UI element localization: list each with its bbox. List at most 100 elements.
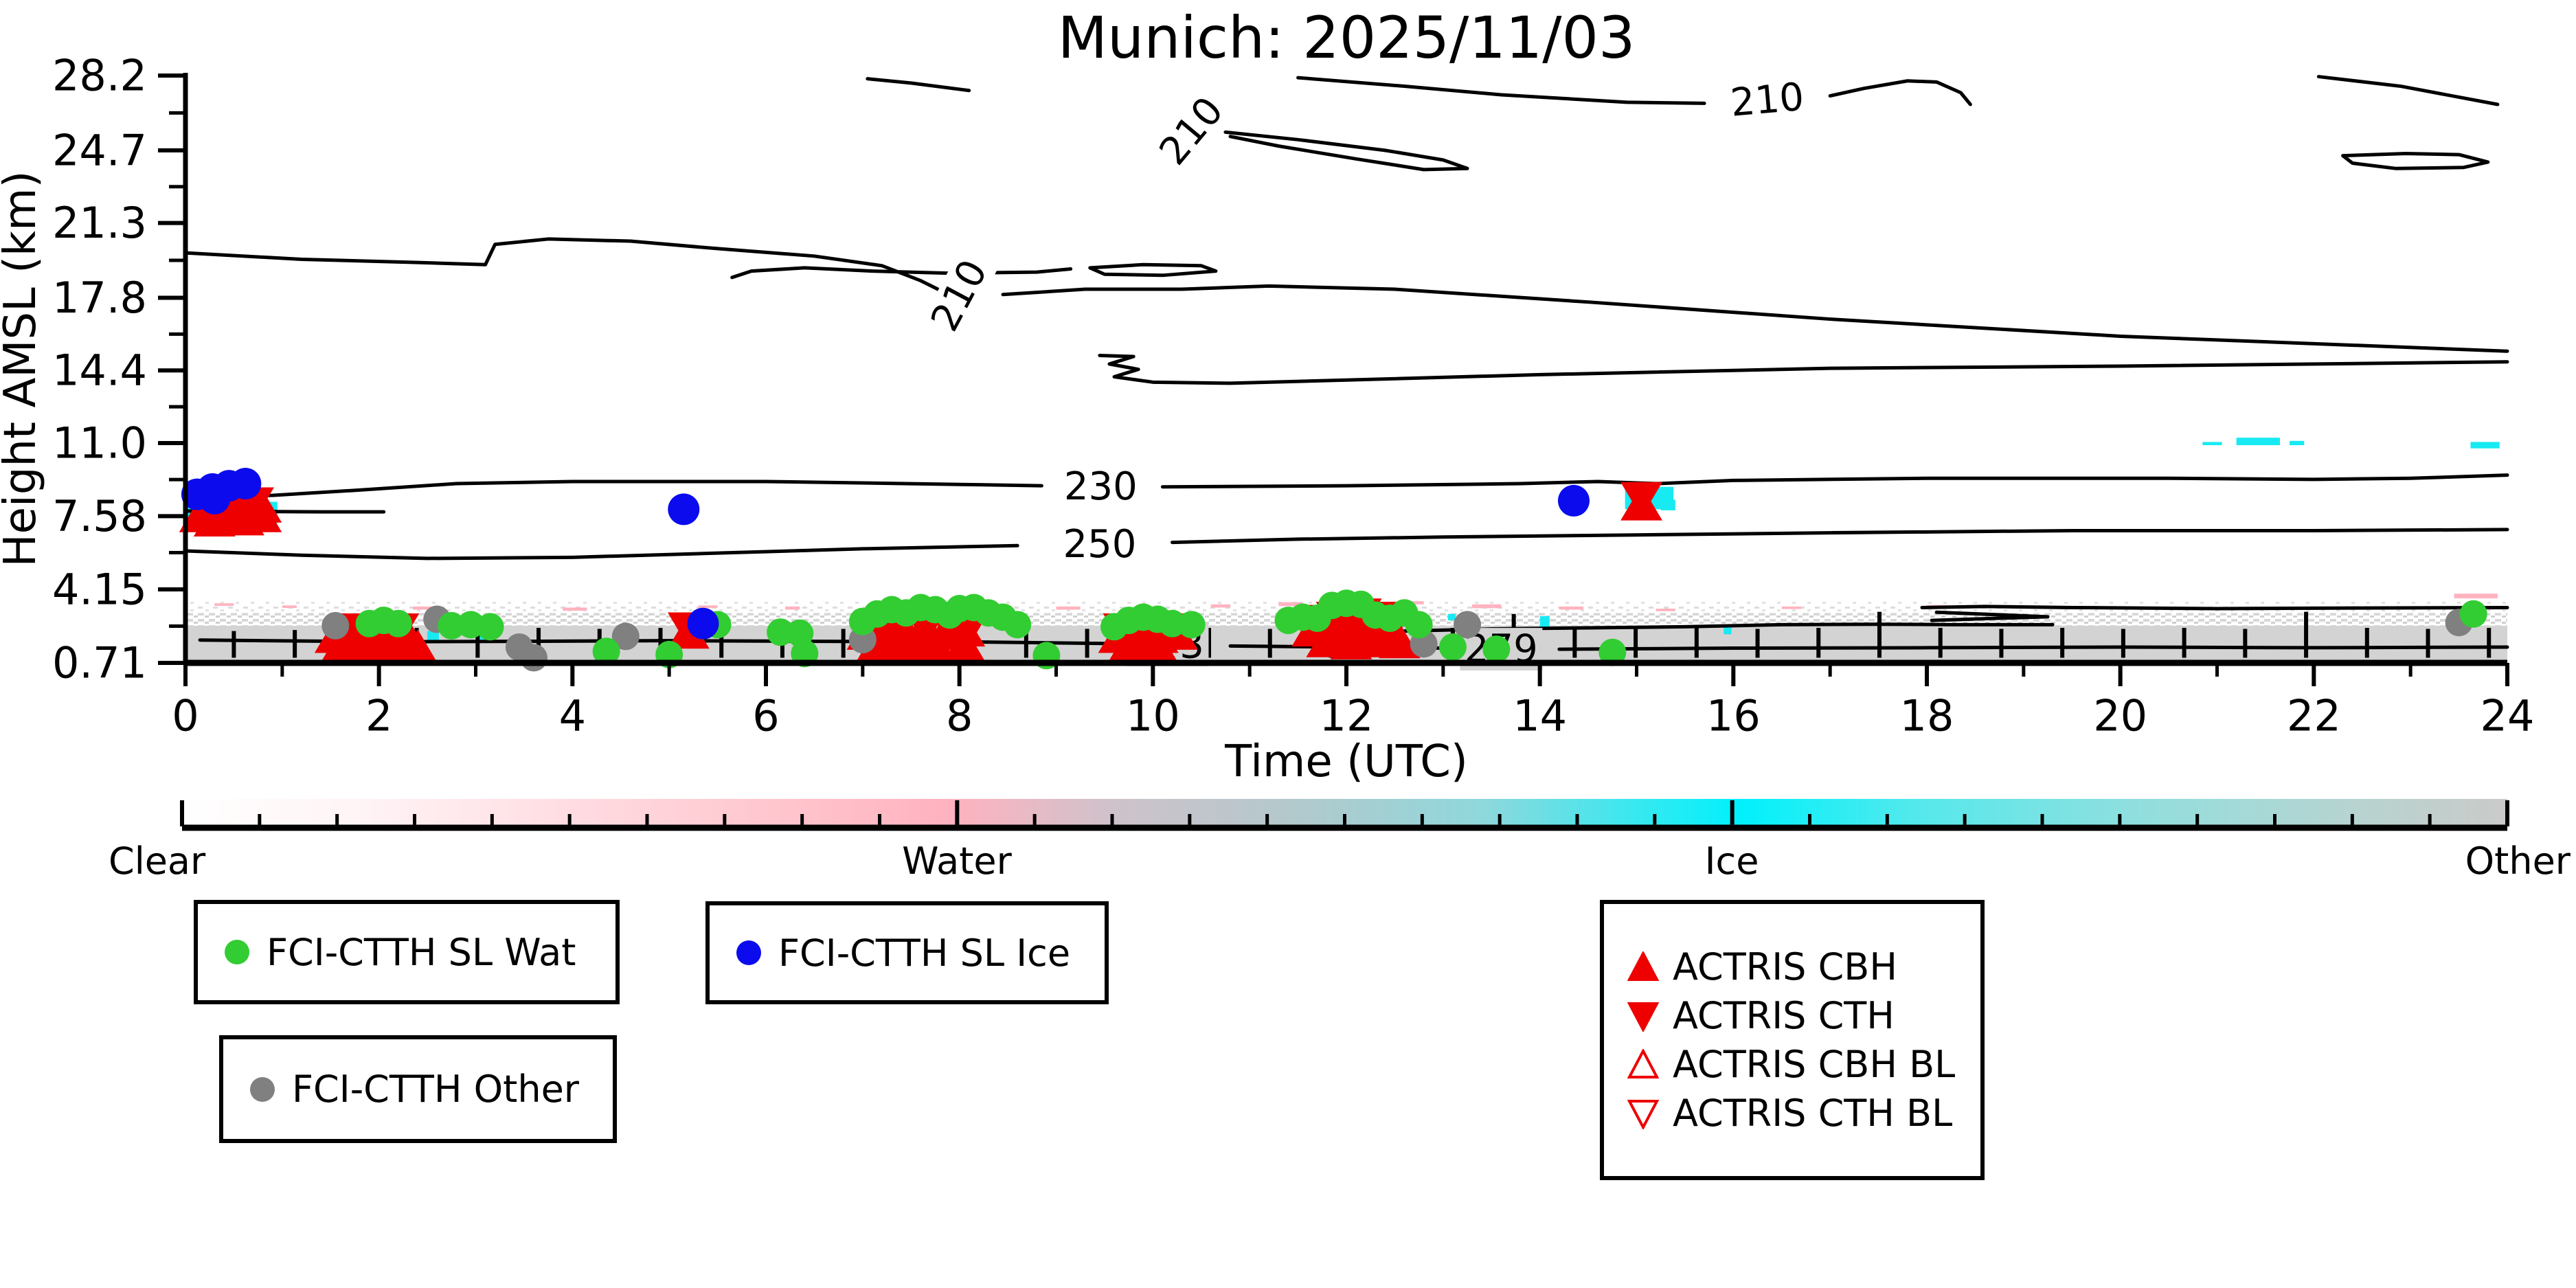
plot-canvas: 21021021023025027327928.224.721.317.814.… <box>52 51 2535 831</box>
contour-line <box>1098 353 2509 385</box>
marker-circle <box>592 637 620 666</box>
water-patch <box>563 607 587 611</box>
legend-item-cbh_bl: ACTRIS CBH BL <box>1604 1043 1980 1086</box>
legend-item-label: ACTRIS CTH BL <box>1673 1092 1953 1135</box>
water-patch <box>1404 601 1424 605</box>
marker-circle <box>476 613 504 641</box>
marker-circle <box>1004 611 1032 639</box>
x-tick-label: 0 <box>172 690 199 741</box>
ice-patch <box>2290 440 2305 446</box>
contour-line <box>1001 284 2509 353</box>
contour-line <box>1920 605 2509 611</box>
colorbar-label-clear: Clear <box>109 839 206 883</box>
marker-circle <box>438 611 466 640</box>
contour-label-bg <box>1149 85 1234 177</box>
colorbar-label-water: Water <box>902 839 1012 883</box>
cth_bl-legend-marker-icon <box>1627 1099 1659 1129</box>
water-patch <box>785 606 800 610</box>
water-patch <box>1210 604 1230 608</box>
marker-triangle-up <box>885 626 927 662</box>
y-tick-label: 28.2 <box>52 51 147 101</box>
marker-circle <box>1598 638 1627 666</box>
x-tick-label: 16 <box>1706 690 1761 741</box>
x-tick-label: 6 <box>752 690 779 741</box>
marker-circle <box>1454 611 1482 639</box>
x-axis-label: Time (UTC) <box>1225 736 1468 787</box>
y-tick-label: 17.8 <box>52 273 147 323</box>
contour-label-text: 230 <box>1064 464 1138 509</box>
contour-line <box>866 77 971 93</box>
marker-circle <box>1158 609 1186 637</box>
legend-item-cth: ACTRIS CTH <box>1604 994 1980 1037</box>
legend-item-label: ACTRIS CBH BL <box>1673 1043 1956 1086</box>
contour-line <box>1296 76 1706 105</box>
contour-line <box>1828 79 1972 106</box>
x-tick-label: 18 <box>1900 690 1954 741</box>
legend-item-ice: FCI-CTTH SL Ice <box>710 931 1105 975</box>
marker-circle <box>2459 600 2487 628</box>
contour-label-bg <box>1059 465 1142 508</box>
y-tick-label: 21.3 <box>52 198 147 248</box>
water-patch <box>2454 594 2498 599</box>
marker-circle <box>668 493 700 526</box>
y-tick-label: 4.15 <box>52 565 147 615</box>
ice-patch <box>427 631 439 642</box>
marker-triangle-up <box>1306 622 1348 657</box>
water-patch <box>1278 602 1303 607</box>
contour-line <box>183 237 942 293</box>
contour-line <box>1160 473 2509 489</box>
marker-circle <box>767 618 795 646</box>
x-tick-label: 22 <box>2287 690 2341 741</box>
legend-item-wat: FCI-CTTH SL Wat <box>198 931 615 974</box>
x-tick-label: 12 <box>1320 690 1374 741</box>
x-tick-label: 24 <box>2481 690 2535 741</box>
ice-patch <box>1447 613 1456 621</box>
contour-label-bg <box>1724 75 1811 125</box>
marker-triangle-down <box>1620 482 1662 518</box>
legend-item-label: FCI-CTTH SL Wat <box>267 930 576 974</box>
contour-line <box>1557 645 2509 651</box>
y-tick-label: 0.71 <box>52 638 147 688</box>
y-tick-label: 11.0 <box>52 418 147 468</box>
marker-triangle-up <box>1354 622 1397 657</box>
cth-legend-marker-icon <box>1627 1002 1659 1032</box>
wat-legend-marker-icon <box>225 940 249 964</box>
page-title: Munich: 2025/11/03 <box>1057 4 1636 71</box>
legend-item-label: FCI-CTTH SL Ice <box>778 931 1071 975</box>
contour-line <box>1171 528 2509 545</box>
legend-item-cbh: ACTRIS CBH <box>1604 945 1980 988</box>
cbh_bl-legend-marker-icon <box>1627 1048 1659 1078</box>
marker-circle <box>229 468 262 500</box>
water-patch <box>698 605 718 609</box>
colorbar-label-other: Other <box>2465 839 2571 883</box>
water-patch <box>214 603 234 606</box>
contour-line <box>2316 75 2500 106</box>
contour-label-text: 250 <box>1063 522 1136 567</box>
contour-line <box>1088 262 1218 278</box>
contour-line <box>1223 130 1469 172</box>
marker-circle <box>1482 635 1511 664</box>
water-patch <box>282 605 297 609</box>
legend-item-label: FCI-CTTH Other <box>292 1067 579 1111</box>
marker-circle <box>520 644 547 672</box>
contour-label: 230 <box>1059 464 1142 509</box>
marker-circle <box>384 609 412 637</box>
marker-triangle-up <box>1379 622 1421 659</box>
contour-label: 210 <box>1149 85 1234 177</box>
x-tick-label: 14 <box>1513 690 1567 741</box>
contour-line <box>2341 152 2490 170</box>
colorbar-label-ice: Ice <box>1704 839 1759 883</box>
x-tick-label: 20 <box>2093 690 2147 741</box>
marker-circle <box>1177 611 1206 639</box>
contour-line <box>730 266 1073 280</box>
water-patch <box>1559 606 1584 610</box>
contour-line <box>183 479 1043 499</box>
water-patch <box>412 606 433 610</box>
contour-label-bg <box>921 249 998 342</box>
marker-circle <box>321 611 350 640</box>
cbh-legend-marker-icon <box>1627 951 1659 981</box>
contour-label: 210 <box>1724 75 1811 126</box>
ice-legend-marker-icon <box>736 940 761 965</box>
ice-patch <box>2236 438 2281 446</box>
